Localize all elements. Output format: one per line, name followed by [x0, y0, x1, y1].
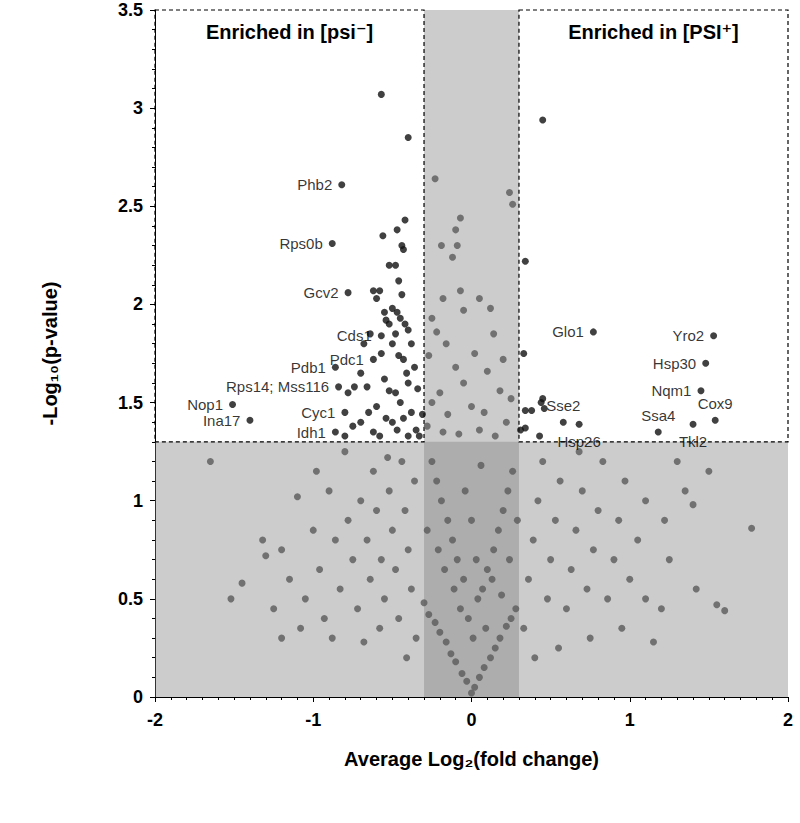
- svg-text:Ssa4: Ssa4: [641, 407, 675, 424]
- svg-text:Rps14; Mss116: Rps14; Mss116: [226, 378, 329, 395]
- svg-text:Gcv2: Gcv2: [304, 284, 339, 301]
- svg-text:Average Log₂(fold change): Average Log₂(fold change): [344, 748, 599, 770]
- svg-text:0: 0: [133, 687, 143, 707]
- svg-text:Enriched in [psi⁻]: Enriched in [psi⁻]: [206, 21, 373, 43]
- svg-text:-2: -2: [147, 710, 163, 730]
- svg-text:Cds1: Cds1: [337, 327, 372, 344]
- svg-text:Yro2: Yro2: [672, 327, 704, 344]
- svg-text:Phb2: Phb2: [297, 176, 332, 193]
- svg-text:Pdc1: Pdc1: [330, 351, 364, 368]
- svg-text:2: 2: [133, 294, 143, 314]
- svg-text:Hsp30: Hsp30: [653, 355, 696, 372]
- svg-text:1.5: 1.5: [118, 393, 143, 413]
- svg-text:0.5: 0.5: [118, 589, 143, 609]
- svg-text:Pdb1: Pdb1: [291, 359, 326, 376]
- svg-text:Idh1: Idh1: [297, 424, 326, 441]
- svg-text:0: 0: [466, 710, 476, 730]
- svg-text:Cyc1: Cyc1: [301, 404, 335, 421]
- svg-text:-1: -1: [305, 710, 321, 730]
- svg-text:Rps0b: Rps0b: [279, 235, 322, 252]
- svg-text:1: 1: [133, 491, 143, 511]
- svg-text:Glo1: Glo1: [552, 323, 584, 340]
- svg-text:3.5: 3.5: [118, 0, 143, 20]
- svg-text:Sse2: Sse2: [546, 397, 580, 414]
- svg-text:2.5: 2.5: [118, 196, 143, 216]
- svg-text:Cox9: Cox9: [698, 395, 733, 412]
- svg-text:3: 3: [133, 98, 143, 118]
- svg-text:Ina17: Ina17: [203, 412, 241, 429]
- svg-text:Nqm1: Nqm1: [651, 382, 691, 399]
- svg-text:-Log₁₀(p-value): -Log₁₀(p-value): [39, 282, 61, 426]
- svg-text:Tkl2: Tkl2: [679, 433, 707, 450]
- svg-text:2: 2: [783, 710, 793, 730]
- svg-text:Enriched in [PSI⁺]: Enriched in [PSI⁺]: [568, 21, 739, 43]
- svg-text:1: 1: [625, 710, 635, 730]
- svg-text:Nop1: Nop1: [187, 396, 223, 413]
- svg-text:Hsp26: Hsp26: [557, 433, 600, 450]
